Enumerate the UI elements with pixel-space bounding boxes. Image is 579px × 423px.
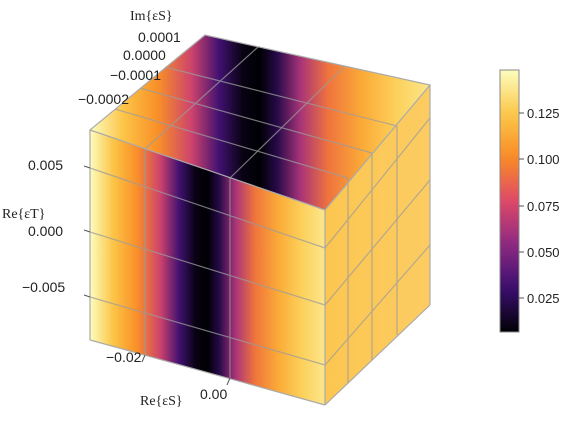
y-tick-label: −0.0002	[78, 91, 129, 107]
colorbar: 0.125 0.100 0.075 0.050 0.025	[499, 69, 560, 333]
front-face	[90, 130, 325, 405]
colorbar-gradient	[499, 69, 520, 333]
top-grid	[114, 46, 398, 179]
right-grid	[324, 117, 431, 383]
x-tick-label: −0.02	[106, 349, 142, 365]
colorbar-tick-label: 0.075	[527, 199, 560, 214]
colorbar-tick-label: 0.025	[527, 291, 560, 306]
z-tick-label: 0.000	[28, 223, 63, 239]
y-axis-label: Im{εS}	[130, 9, 173, 24]
colorbar-tick-label: 0.050	[527, 245, 560, 260]
top-face	[90, 35, 430, 210]
z-tick-label: −0.005	[22, 279, 65, 295]
colorbar-tick-label: 0.100	[527, 152, 560, 167]
tick-marks	[83, 165, 231, 386]
box-front-edges	[88, 34, 432, 406]
z-tick-label: 0.005	[28, 157, 63, 173]
front-grid	[89, 149, 326, 378]
y-tick-label: −0.0001	[110, 67, 161, 83]
x-axis-label: Re{εS}	[140, 394, 183, 409]
y-tick-label: 0.0000	[123, 47, 166, 63]
y-tick-label: 0.0001	[138, 29, 181, 45]
colorbar-tick-label: 0.125	[527, 106, 560, 121]
right-face-shade	[325, 85, 430, 405]
z-axis-label: Re{εT}	[2, 207, 45, 222]
x-tick-label: 0.00	[200, 386, 227, 402]
